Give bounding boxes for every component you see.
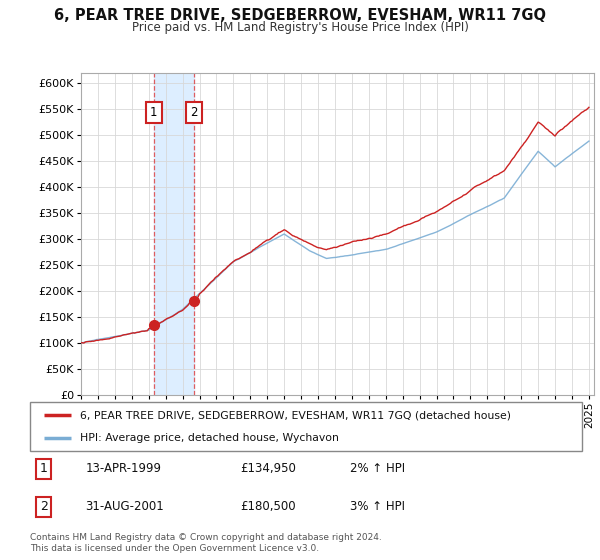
- Text: 31-AUG-2001: 31-AUG-2001: [85, 500, 164, 513]
- FancyBboxPatch shape: [30, 402, 582, 451]
- Text: 2% ↑ HPI: 2% ↑ HPI: [350, 462, 405, 475]
- Text: £134,950: £134,950: [240, 462, 296, 475]
- Text: 1: 1: [150, 106, 157, 119]
- Text: 2: 2: [40, 500, 48, 513]
- Text: 3% ↑ HPI: 3% ↑ HPI: [350, 500, 405, 513]
- Text: 6, PEAR TREE DRIVE, SEDGEBERROW, EVESHAM, WR11 7GQ (detached house): 6, PEAR TREE DRIVE, SEDGEBERROW, EVESHAM…: [80, 410, 511, 421]
- Text: 6, PEAR TREE DRIVE, SEDGEBERROW, EVESHAM, WR11 7GQ: 6, PEAR TREE DRIVE, SEDGEBERROW, EVESHAM…: [54, 8, 546, 24]
- Bar: [154, 73, 194, 395]
- Text: HPI: Average price, detached house, Wychavon: HPI: Average price, detached house, Wych…: [80, 433, 338, 443]
- Text: Contains HM Land Registry data © Crown copyright and database right 2024.
This d: Contains HM Land Registry data © Crown c…: [30, 533, 382, 553]
- Text: £180,500: £180,500: [240, 500, 295, 513]
- Text: 1: 1: [40, 462, 48, 475]
- Text: Price paid vs. HM Land Registry's House Price Index (HPI): Price paid vs. HM Land Registry's House …: [131, 21, 469, 34]
- Text: 2: 2: [190, 106, 197, 119]
- Text: 13-APR-1999: 13-APR-1999: [85, 462, 161, 475]
